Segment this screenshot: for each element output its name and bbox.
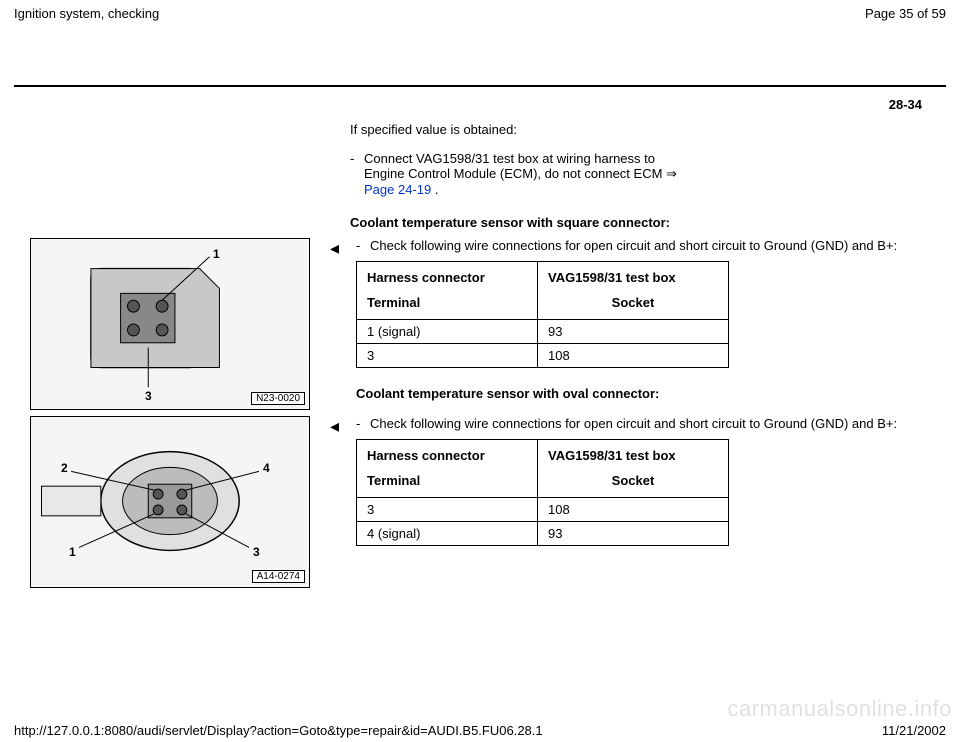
- table-row: 4 (signal) 93: [357, 522, 729, 546]
- intro-lead: If specified value is obtained:: [350, 122, 690, 137]
- bullet-dash: -: [350, 151, 364, 197]
- subheading-square: Coolant temperature sensor with square c…: [350, 215, 690, 230]
- page-footer: http://127.0.0.1:8080/audi/servlet/Displ…: [14, 723, 946, 738]
- th-harness-top: Harness connector: [367, 270, 485, 285]
- bullet-dash: -: [356, 238, 370, 253]
- th-testbox-bot: Socket: [548, 469, 718, 494]
- page-number: Page 35 of 59: [865, 6, 946, 21]
- fig2-label-1: 1: [69, 545, 76, 559]
- th-harness-bot: Terminal: [367, 295, 420, 310]
- arrow-indicator-icon: ◂: [330, 416, 356, 437]
- section-id: 28-34: [0, 97, 922, 112]
- th-testbox-top: VAG1598/31 test box: [548, 448, 676, 463]
- row-oval-connector: 2 4 1 3 A14-0274 ◂ - Check following wir…: [20, 416, 930, 588]
- fig2-label-4: 4: [263, 461, 270, 475]
- figure-square-svg: [31, 239, 309, 409]
- table-row: 3 108: [357, 498, 729, 522]
- intro-bullet: - Connect VAG1598/31 test box at wiring …: [350, 151, 690, 197]
- fig1-label-1: 1: [213, 247, 220, 261]
- table-row: 1 (signal) 93: [357, 320, 729, 344]
- check-text-2: Check following wire connections for ope…: [370, 416, 930, 431]
- th-harness-top: Harness connector: [367, 448, 485, 463]
- intro-bullet-text: Connect VAG1598/31 test box at wiring ha…: [364, 151, 690, 197]
- td: 3: [357, 344, 538, 368]
- th-harness: Harness connector Terminal: [357, 262, 538, 320]
- figure-oval-svg: [31, 417, 309, 587]
- td: 93: [538, 522, 729, 546]
- td: 4 (signal): [357, 522, 538, 546]
- doc-title: Ignition system, checking: [14, 6, 159, 21]
- th-testbox-top: VAG1598/31 test box: [548, 270, 676, 285]
- figure-oval-connector: 2 4 1 3 A14-0274: [30, 416, 310, 588]
- table-row: Harness connector Terminal VAG1598/31 te…: [357, 262, 729, 320]
- arrow-glyph: ⇒: [666, 166, 677, 181]
- figure-square-connector: 1 3 N23-0020: [30, 238, 310, 410]
- watermark: carmanualsonline.info: [727, 696, 952, 722]
- table-row: 3 108: [357, 344, 729, 368]
- th-harness: Harness connector Terminal: [357, 440, 538, 498]
- bullet-dash: -: [356, 416, 370, 431]
- figure-column: 2 4 1 3 A14-0274: [30, 416, 330, 588]
- page-link[interactable]: Page 24-19: [364, 182, 431, 197]
- intro-bullet-post: .: [435, 182, 439, 197]
- fig1-label-3: 3: [145, 389, 152, 403]
- th-testbox-bot: Socket: [548, 291, 718, 316]
- content-area: If specified value is obtained: - Connec…: [20, 122, 930, 588]
- body-col-oval: - Check following wire connections for o…: [356, 416, 930, 546]
- footer-url: http://127.0.0.1:8080/audi/servlet/Displ…: [14, 723, 543, 738]
- fig2-tag: A14-0274: [252, 570, 305, 583]
- table-oval: Harness connector Terminal VAG1598/31 te…: [356, 439, 729, 546]
- check-bullet-2: - Check following wire connections for o…: [356, 416, 930, 431]
- th-harness-bot: Terminal: [367, 473, 420, 488]
- body-col-square: - Check following wire connections for o…: [356, 238, 930, 409]
- page-header: Ignition system, checking Page 35 of 59: [0, 0, 960, 25]
- fig2-label-3: 3: [253, 545, 260, 559]
- intro-bullet-pre: Connect VAG1598/31 test box at wiring ha…: [364, 151, 666, 181]
- check-text-1: Check following wire connections for ope…: [370, 238, 930, 253]
- check-bullet-1: - Check following wire connections for o…: [356, 238, 930, 253]
- td: 108: [538, 344, 729, 368]
- td: 93: [538, 320, 729, 344]
- fig2-label-2: 2: [61, 461, 68, 475]
- table-row: Harness connector Terminal VAG1598/31 te…: [357, 440, 729, 498]
- td: 3: [357, 498, 538, 522]
- th-testbox: VAG1598/31 test box Socket: [538, 262, 729, 320]
- header-rule: [14, 85, 946, 87]
- figure-column: 1 3 N23-0020: [30, 238, 330, 410]
- subheading-oval: Coolant temperature sensor with oval con…: [356, 386, 930, 401]
- footer-date: 11/21/2002: [882, 723, 946, 738]
- intro-block: If specified value is obtained: - Connec…: [350, 122, 690, 230]
- fig1-tag: N23-0020: [251, 392, 305, 405]
- row-square-connector: 1 3 N23-0020 ◂ - Check following wire co…: [20, 238, 930, 410]
- arrow-indicator-icon: ◂: [330, 238, 356, 259]
- td: 1 (signal): [357, 320, 538, 344]
- th-testbox: VAG1598/31 test box Socket: [538, 440, 729, 498]
- table-square: Harness connector Terminal VAG1598/31 te…: [356, 261, 729, 368]
- td: 108: [538, 498, 729, 522]
